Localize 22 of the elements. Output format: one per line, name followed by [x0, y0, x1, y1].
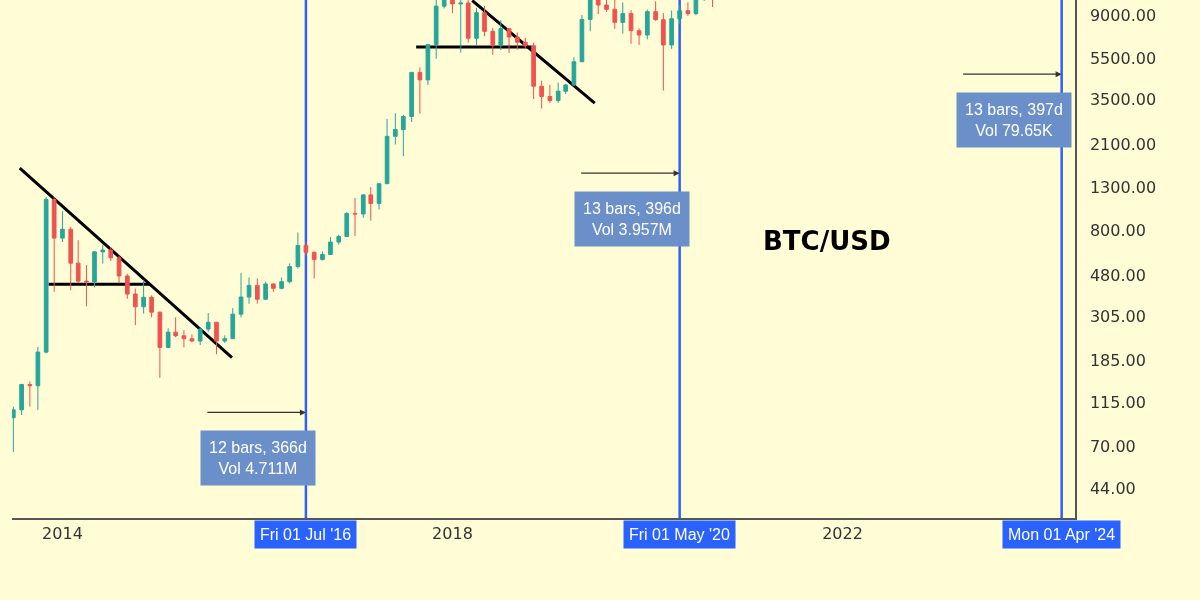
annotation: 13 bars, 396d Vol 3.957M	[583, 200, 681, 238]
ref-line-label: Mon 01 Apr '24	[1008, 526, 1116, 543]
y-tick-label: 800.00	[1089, 220, 1146, 240]
y-tick-label: 185.00	[1089, 350, 1146, 370]
y-tick-label: 5500.00	[1089, 49, 1157, 69]
annotation: 12 bars, 366d Vol 4.711M	[209, 439, 307, 477]
x-tick-label: 2014	[42, 523, 83, 543]
y-tick-label: 9000.00	[1089, 5, 1157, 25]
y-tick-label: 115.00	[1089, 393, 1146, 413]
y-tick-label: 305.00	[1089, 306, 1146, 326]
annotation: BTC/USD	[763, 226, 891, 256]
x-tick-label: 2022	[822, 523, 863, 543]
y-tick-label: 480.00	[1089, 266, 1146, 286]
y-tick-label: 2100.00	[1089, 135, 1157, 155]
y-tick-label: 44.00	[1089, 478, 1136, 498]
x-tick-label: 2018	[432, 523, 473, 543]
ref-line-label: Fri 01 May '20	[629, 526, 730, 543]
annotation: 13 bars, 397d Vol 79.65K	[965, 101, 1063, 139]
y-tick-label: 3500.00	[1089, 89, 1157, 109]
y-tick-label: 70.00	[1089, 437, 1136, 457]
y-tick-label: 1300.00	[1089, 177, 1157, 197]
ref-line-label: Fri 01 Jul '16	[260, 526, 352, 543]
